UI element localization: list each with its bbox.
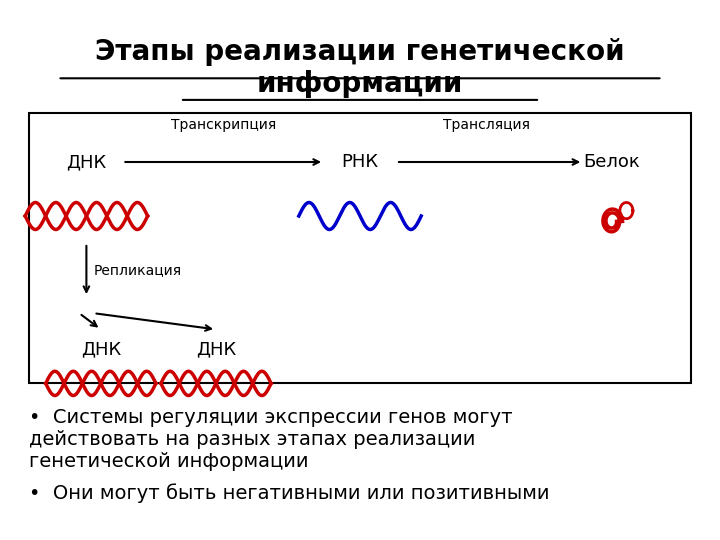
Text: Репликация: Репликация	[94, 263, 181, 277]
Text: •  Они могут быть негативными или позитивными: • Они могут быть негативными или позитив…	[29, 483, 549, 503]
Text: Этапы реализации генетической
информации: Этапы реализации генетической информации	[95, 38, 625, 98]
Text: Трансляция: Трансляция	[443, 118, 529, 132]
Text: ДНК: ДНК	[196, 340, 236, 358]
Text: •  Системы регуляции экспрессии генов могут
действовать на разных этапах реализа: • Системы регуляции экспрессии генов мог…	[29, 408, 513, 471]
Text: РНК: РНК	[341, 153, 379, 171]
Text: Транскрипция: Транскрипция	[171, 118, 276, 132]
Text: ДНК: ДНК	[66, 153, 107, 171]
Text: Белок: Белок	[584, 153, 640, 171]
FancyBboxPatch shape	[29, 113, 691, 383]
Text: ДНК: ДНК	[81, 340, 121, 358]
